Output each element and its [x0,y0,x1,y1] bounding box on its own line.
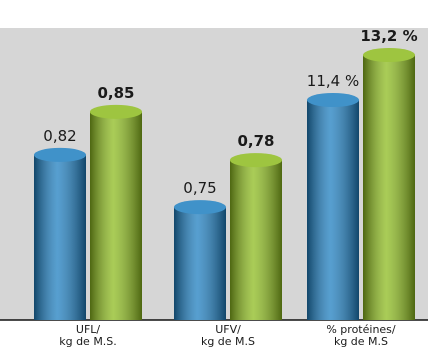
bar-top-shade [90,104,142,119]
bar-top [34,147,86,162]
bar-top [307,93,359,107]
bar-shade [174,207,226,320]
bar-shade [90,111,142,320]
value-label: 0,75 [183,179,216,197]
category-label: % protéines/ kg de M.S [326,323,396,348]
bar-top [174,200,226,215]
value-label: 13,2 % [360,27,417,45]
bar-shade [230,160,282,320]
value-label: 0,82 [43,127,76,145]
bar-top-shade [307,93,359,107]
category-label: UFV/ kg de M.S [200,323,256,348]
bar-top [363,48,415,62]
bar-top-shade [363,48,415,62]
bar-top-shade [230,153,282,168]
bar-top [90,104,142,119]
bar-top-shade [34,147,86,162]
bar-top-shade [174,200,226,215]
bar-shade [34,154,86,320]
bar-shade [363,55,415,320]
bar-shade [307,100,359,320]
value-label: 0,85 [97,84,134,102]
bar-top [230,153,282,168]
value-label: 0,78 [237,132,274,150]
value-label: 11,4 % [307,72,359,90]
category-label: UFL/ kg de M.S. [59,323,117,348]
